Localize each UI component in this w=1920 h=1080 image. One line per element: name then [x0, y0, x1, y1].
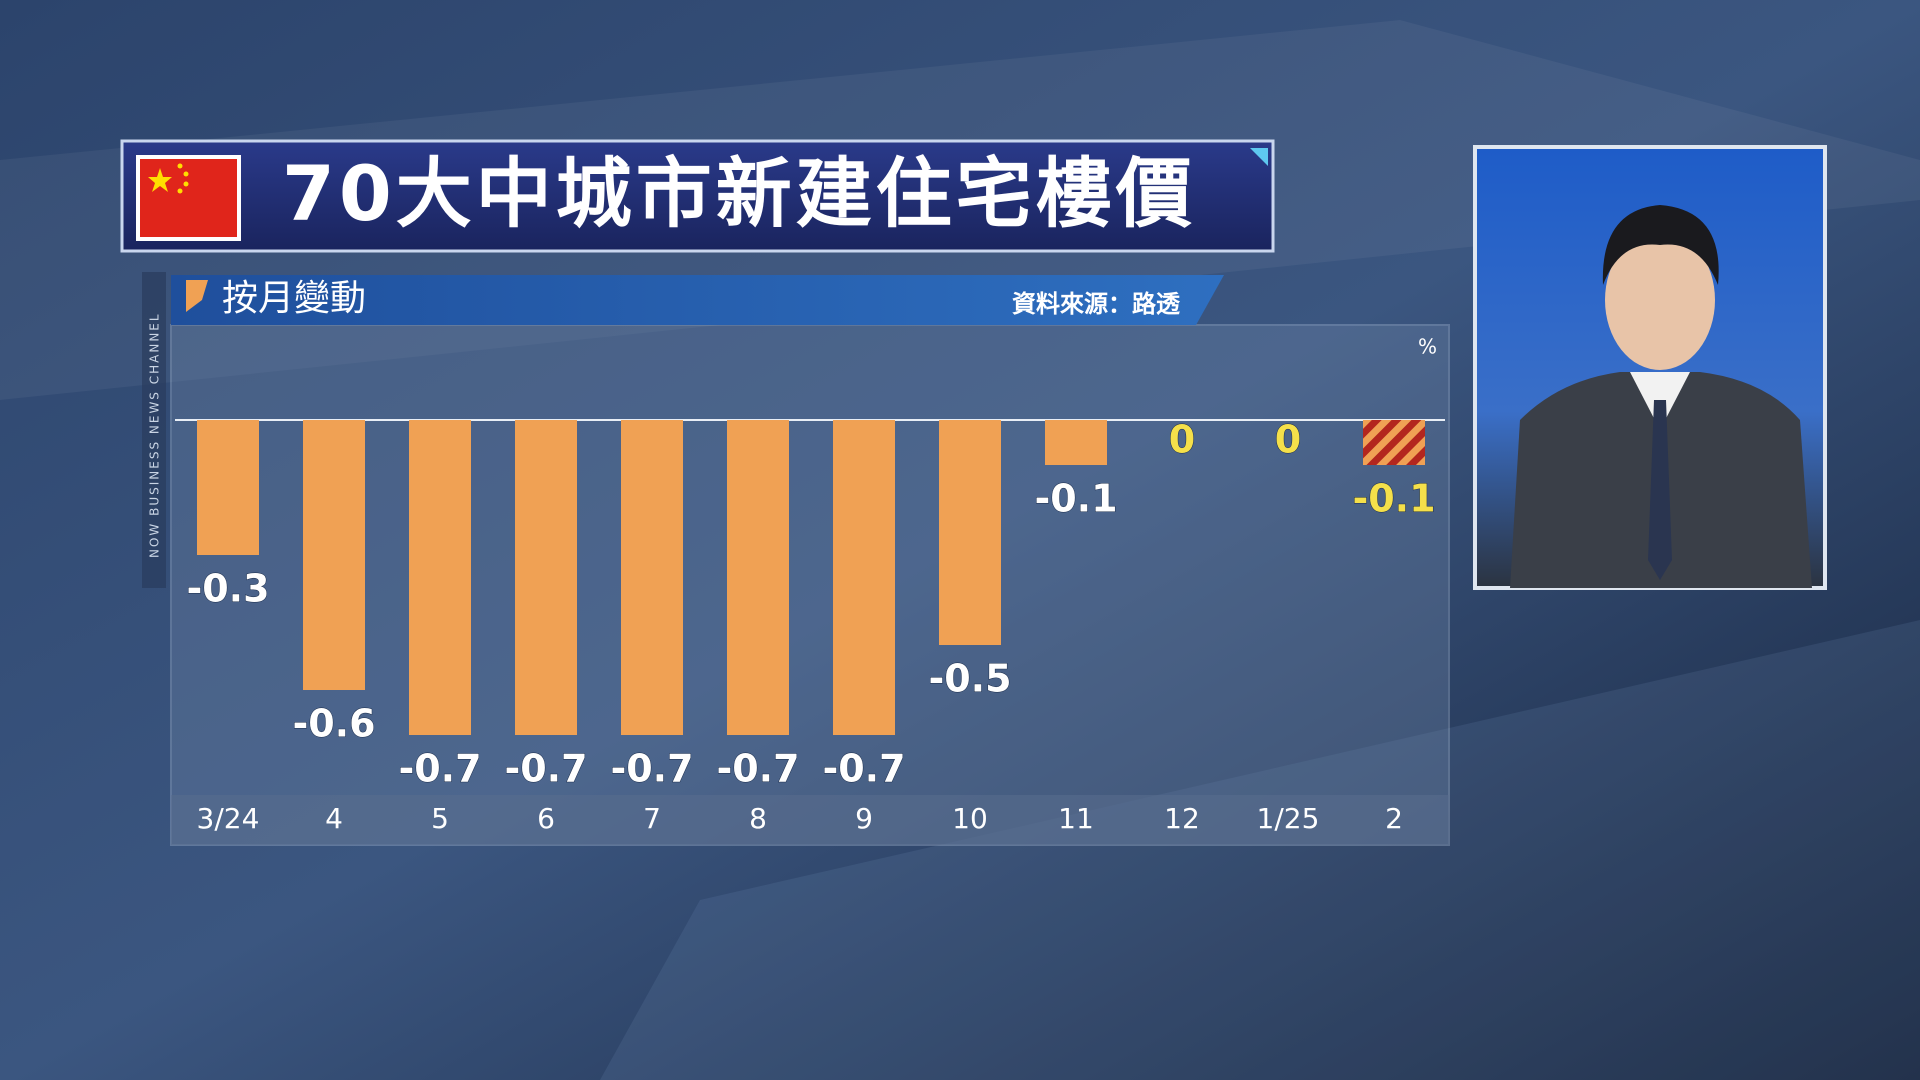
value-label: -0.5 [928, 657, 1011, 701]
channel-label: NOW BUSINESS NEWS CHANNEL [148, 312, 162, 558]
unit-label: % [1418, 335, 1437, 359]
subtitle-bar [171, 275, 1224, 325]
value-label: -0.1 [1034, 477, 1117, 521]
title-banner [120, 139, 1275, 253]
bar [833, 420, 895, 735]
flag-star [177, 163, 183, 169]
x-tick-label: 12 [1164, 802, 1200, 835]
flag-star [177, 188, 183, 194]
value-label: -0.7 [504, 747, 587, 791]
x-tick-label: 3/24 [197, 802, 260, 835]
bar [303, 420, 365, 690]
flag-star [183, 171, 189, 177]
x-tick-label: 11 [1058, 802, 1094, 835]
x-tick-label: 7 [643, 802, 661, 835]
x-tick-label: 2 [1385, 802, 1403, 835]
chart-subtitle: 按月變動 [222, 278, 366, 319]
bar [939, 420, 1001, 645]
bar [1363, 420, 1425, 465]
x-tick-label: 1/25 [1257, 802, 1320, 835]
x-tick-label: 4 [325, 802, 343, 835]
value-label: -0.1 [1352, 477, 1435, 521]
value-label: -0.3 [186, 567, 269, 611]
chart-title: 70大中城市新建住宅樓價 [282, 149, 1196, 238]
bar [409, 420, 471, 735]
flag-star [148, 168, 172, 192]
plot: 3/24 -0.3 4 -0.6 5 -0.7 6 -0.7 7 -0.7 8 -0.7 9 -0.7 10… [186, 417, 1436, 835]
subtitle-marker [186, 280, 208, 312]
x-tick-label: 6 [537, 802, 555, 835]
anchor-hair [1602, 205, 1719, 285]
x-tick-label: 9 [855, 802, 873, 835]
bar [621, 420, 683, 735]
value-label: 0 [1169, 418, 1195, 462]
value-label: -0.6 [292, 702, 375, 746]
value-label: -0.7 [716, 747, 799, 791]
bg-decor [600, 620, 1920, 1080]
bar [727, 420, 789, 735]
value-label: -0.7 [610, 747, 693, 791]
bar [197, 420, 259, 555]
flag [136, 155, 241, 241]
value-label: -0.7 [822, 747, 905, 791]
flag-star [183, 181, 189, 187]
source: 資料來源：路透 [1012, 290, 1181, 318]
value-label: 0 [1275, 418, 1301, 462]
x-tick-label: 5 [431, 802, 449, 835]
anchor-tie [1648, 400, 1672, 580]
axis-band [171, 795, 1449, 845]
value-label: -0.7 [398, 747, 481, 791]
bar [1045, 420, 1107, 465]
bar [515, 420, 577, 735]
chart-panel [170, 324, 1450, 846]
x-tick-label: 8 [749, 802, 767, 835]
channel-strip [142, 272, 166, 588]
anchor-face [1605, 230, 1715, 370]
x-tick-label: 10 [952, 802, 988, 835]
banner-corner [1250, 148, 1268, 166]
